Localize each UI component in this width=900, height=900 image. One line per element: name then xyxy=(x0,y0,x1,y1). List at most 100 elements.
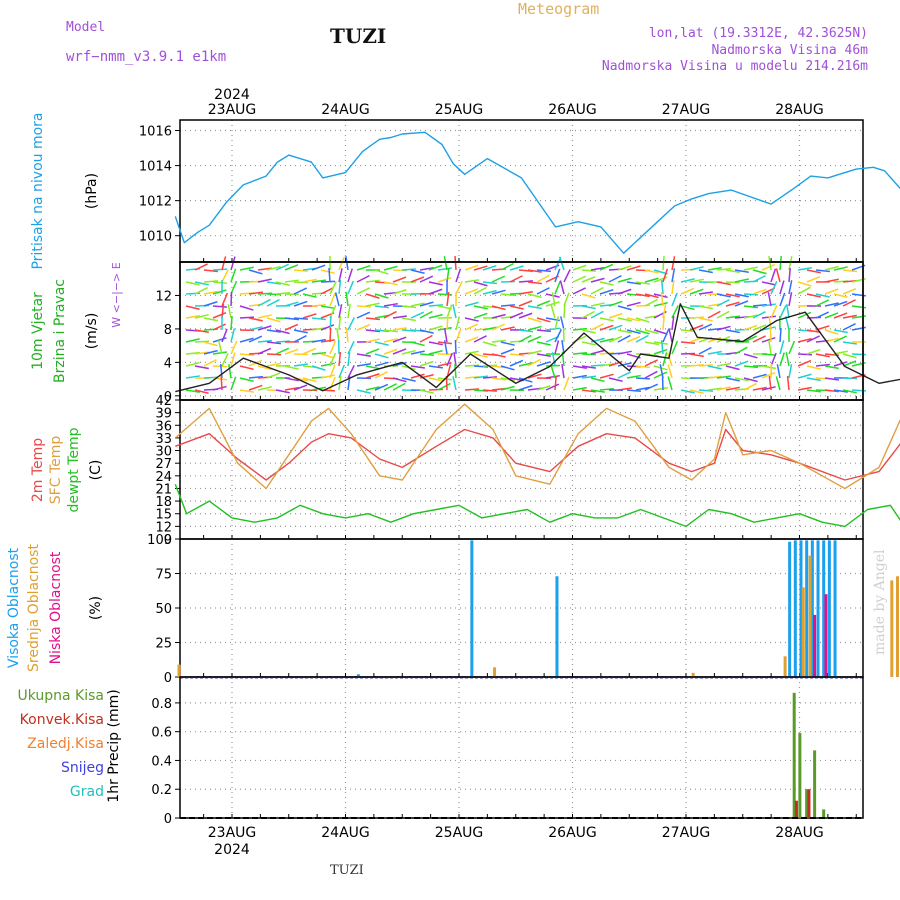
wind-arrow xyxy=(572,386,587,391)
wind-arrow xyxy=(500,341,515,346)
wind-arrow xyxy=(635,293,650,298)
wind-axis-subtitle: Brzina i Pravac xyxy=(52,279,68,383)
wind-arrow xyxy=(230,280,238,295)
wind-arrow xyxy=(716,293,731,298)
wind-arrow xyxy=(464,301,479,307)
wind-arrow xyxy=(275,389,290,394)
wind-arrow xyxy=(599,338,614,343)
wind-arrow xyxy=(293,269,309,272)
wind-arrow xyxy=(536,269,552,273)
wind-arrow xyxy=(419,329,434,334)
wind-arrow xyxy=(365,338,380,343)
mid-cloud-bar xyxy=(177,664,181,677)
wind-arrow xyxy=(428,388,444,391)
wind-arrow xyxy=(550,364,556,379)
wind-arrow xyxy=(743,365,759,369)
wind-arrow xyxy=(761,365,776,370)
wind-arrow xyxy=(446,292,450,307)
wind-arrow xyxy=(662,255,665,271)
wind-arrow xyxy=(752,275,766,283)
wind-arrow xyxy=(203,290,218,295)
wind-arrow xyxy=(365,386,380,391)
wind-arrow xyxy=(509,311,524,319)
day-label-bottom: 27AUG xyxy=(662,825,711,841)
wind-arrow xyxy=(455,281,463,295)
wind-arrow xyxy=(617,317,632,322)
wind-arrow xyxy=(563,303,566,319)
wind-arrow xyxy=(473,375,488,379)
wind-arrow xyxy=(347,317,356,331)
wind-arrow xyxy=(410,276,425,283)
panel-precip: 0 0.2 0.4 0.6 0.8 xyxy=(151,676,864,827)
wind-arrow xyxy=(392,269,408,272)
wind-arrow xyxy=(536,274,550,283)
wind-arrow xyxy=(473,353,488,358)
wind-direction-legend: W <−|−> E xyxy=(110,262,123,327)
wind-arrow xyxy=(536,317,551,323)
y-tick-label: 0 xyxy=(164,671,172,686)
wind-arrow xyxy=(482,376,498,379)
wind-arrow xyxy=(635,304,651,307)
wind-arrow xyxy=(581,353,597,356)
wind-arrow xyxy=(653,293,668,299)
wind-arrow xyxy=(203,301,218,307)
wind-arrow xyxy=(437,305,452,310)
high-cloud-bar xyxy=(827,540,831,677)
wind-arrow xyxy=(725,293,740,298)
wind-arrow xyxy=(374,293,389,299)
wind-arrow xyxy=(194,365,209,370)
cloud-unit: (%) xyxy=(88,596,104,620)
wind-arrow xyxy=(509,359,524,367)
wind-arrow xyxy=(338,315,342,331)
panel-wind: 0 4 8 12 xyxy=(155,255,900,405)
wind-arrow xyxy=(194,263,208,271)
wind-arrow xyxy=(518,329,533,333)
total-precip-bar xyxy=(813,750,817,818)
wind-arrow xyxy=(284,317,299,321)
wind-arrow xyxy=(266,372,281,379)
wind-arrow xyxy=(185,389,200,393)
wind-arrow xyxy=(725,377,740,382)
wind-arrow xyxy=(347,280,354,295)
wind-arrow xyxy=(671,292,678,307)
wind-arrow xyxy=(752,311,766,319)
wind-arrow xyxy=(680,329,696,333)
high-cloud-bar xyxy=(810,540,814,677)
mid-cloud-bar xyxy=(493,667,497,677)
wind-arrow xyxy=(563,269,571,283)
wind-arrow xyxy=(815,311,829,319)
wind-arrow xyxy=(851,353,867,356)
day-label-top: 27AUG xyxy=(662,102,711,118)
y-tick-label: 1010 xyxy=(139,230,172,245)
wind-arrow xyxy=(248,269,263,275)
wind-arrow xyxy=(671,340,679,355)
wind-arrow xyxy=(527,373,542,379)
wind-arrow xyxy=(194,351,209,355)
day-label-top: 26AUG xyxy=(548,102,597,118)
wind-arrow xyxy=(581,389,596,393)
wind-arrow xyxy=(554,316,559,331)
wind-arrow xyxy=(725,329,740,334)
wind-arrow xyxy=(725,281,741,284)
wind-arrow xyxy=(797,353,813,356)
wind-arrow xyxy=(329,281,337,295)
wind-arrow xyxy=(185,281,200,286)
wind-arrow xyxy=(797,386,812,391)
wind-arrow xyxy=(410,311,425,319)
wind-arrow xyxy=(338,364,345,379)
y-tick-label: 0.8 xyxy=(151,697,172,712)
wind-arrow xyxy=(320,339,335,343)
wind-arrow xyxy=(617,329,632,334)
wind-arrow xyxy=(302,347,317,355)
wind-arrow xyxy=(239,316,255,319)
wind-arrow xyxy=(284,386,299,391)
wind-arrow xyxy=(464,323,478,331)
wind-arrow xyxy=(464,388,480,391)
wind-arrow xyxy=(786,375,790,391)
wind-arrow xyxy=(536,385,551,391)
wind-arrow xyxy=(761,353,777,356)
day-label-bottom: 25AUG xyxy=(435,825,484,841)
wind-arrow xyxy=(266,265,281,271)
wind-arrow xyxy=(572,374,587,379)
wind-arrow xyxy=(680,305,695,311)
